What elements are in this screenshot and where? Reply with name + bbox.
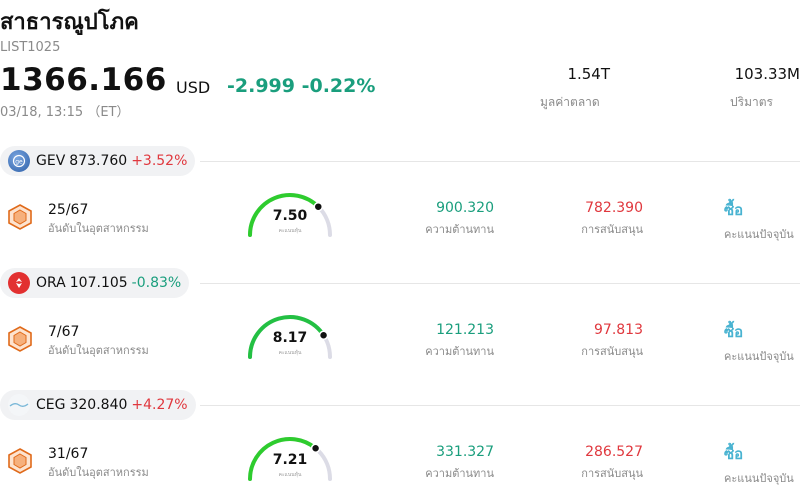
rating-buy[interactable]: ซื้อ: [724, 201, 744, 219]
ceg-logo-icon: [8, 394, 30, 416]
support-label: การสนับสนุน: [581, 223, 643, 236]
stock-chip-ceg[interactable]: CEG 320.840 +4.27%: [0, 390, 196, 420]
stock-chip-ora[interactable]: ORA 107.105 -0.83%: [0, 268, 190, 298]
row-divider: [200, 283, 800, 284]
industry-rank-icon: [8, 204, 32, 230]
resistance-label: ความต้านทาน: [425, 467, 494, 480]
rating-buy[interactable]: ซื้อ: [724, 323, 744, 341]
stock-change-pct: +4.27%: [131, 397, 188, 413]
stock-symbol: CEG: [36, 397, 66, 413]
market-cap-value: 1.54T: [567, 65, 610, 83]
volume-value: 103.33M: [734, 65, 800, 83]
stock-symbol: GEV: [36, 153, 66, 169]
ge-logo-icon: ge: [8, 150, 30, 172]
page-title: สาธารณูปโภค: [0, 10, 139, 35]
industry-rank-icon: [8, 448, 32, 474]
support-value: 286.527: [585, 444, 643, 460]
stock-change-pct: -0.83%: [131, 275, 182, 291]
rating-buy[interactable]: ซื้อ: [724, 445, 744, 463]
score-gauge: [244, 309, 336, 361]
stock-price: 320.840: [69, 397, 128, 413]
rating-label: คะแนนปัจจุบัน: [724, 472, 794, 485]
gauge-fill: [248, 315, 326, 359]
support-label: การสนับสนุน: [581, 467, 643, 480]
industry-rank: 31/67: [48, 446, 89, 462]
support-value: 97.813: [594, 322, 643, 338]
support-label: การสนับสนุน: [581, 345, 643, 358]
industry-rank-label: อันดับในอุตสาหกรรม: [48, 344, 149, 357]
score-gauge: [244, 187, 336, 239]
stock-price: 107.105: [69, 275, 128, 291]
volume-label: ปริมาตร: [730, 95, 773, 109]
list-code: LIST1025: [0, 40, 61, 55]
svg-text:ge: ge: [15, 159, 23, 166]
index-change: -2.999 -0.22%: [227, 75, 376, 97]
index-price: 1366.166: [0, 62, 167, 98]
stock-score: 7.50: [272, 208, 308, 224]
gauge-marker: [310, 443, 321, 454]
stock-score: 8.17: [272, 330, 308, 346]
row-divider: [200, 405, 800, 406]
gauge-fill: [248, 437, 318, 481]
resistance-label: ความต้านทาน: [425, 223, 494, 236]
stock-score-caption: คะแนนหุ้น: [278, 228, 302, 234]
stock-score-caption: คะแนนหุ้น: [278, 350, 302, 356]
industry-rank: 7/67: [48, 324, 80, 340]
industry-rank-label: อันดับในอุตสาหกรรม: [48, 222, 149, 235]
gauge-marker: [318, 330, 329, 340]
stock-chip-gev[interactable]: ge GEV 873.760 +3.52%: [0, 146, 196, 176]
resistance-value: 900.320: [436, 200, 494, 216]
stock-score: 7.21: [272, 452, 308, 468]
support-value: 782.390: [585, 200, 643, 216]
market-cap-label: มูลค่าตลาด: [540, 95, 600, 109]
stock-score-caption: คะแนนหุ้น: [278, 472, 302, 478]
industry-rank: 25/67: [48, 202, 89, 218]
gauge-marker: [313, 201, 324, 212]
ora-logo-icon: [8, 272, 30, 294]
resistance-label: ความต้านทาน: [425, 345, 494, 358]
resistance-value: 121.213: [436, 322, 494, 338]
timestamp: 03/18, 13:15 （ET）: [0, 105, 130, 120]
industry-rank-label: อันดับในอุตสาหกรรม: [48, 466, 149, 479]
rating-label: คะแนนปัจจุบัน: [724, 350, 794, 363]
score-gauge: [244, 431, 336, 483]
stock-change-pct: +3.52%: [131, 153, 188, 169]
currency-label: USD: [176, 78, 211, 97]
resistance-value: 331.327: [436, 444, 494, 460]
rating-label: คะแนนปัจจุบัน: [724, 228, 794, 241]
industry-rank-icon: [8, 326, 32, 352]
gauge-fill: [248, 193, 321, 237]
row-divider: [200, 161, 800, 162]
stock-symbol: ORA: [36, 275, 66, 291]
stock-price: 873.760: [69, 153, 128, 169]
